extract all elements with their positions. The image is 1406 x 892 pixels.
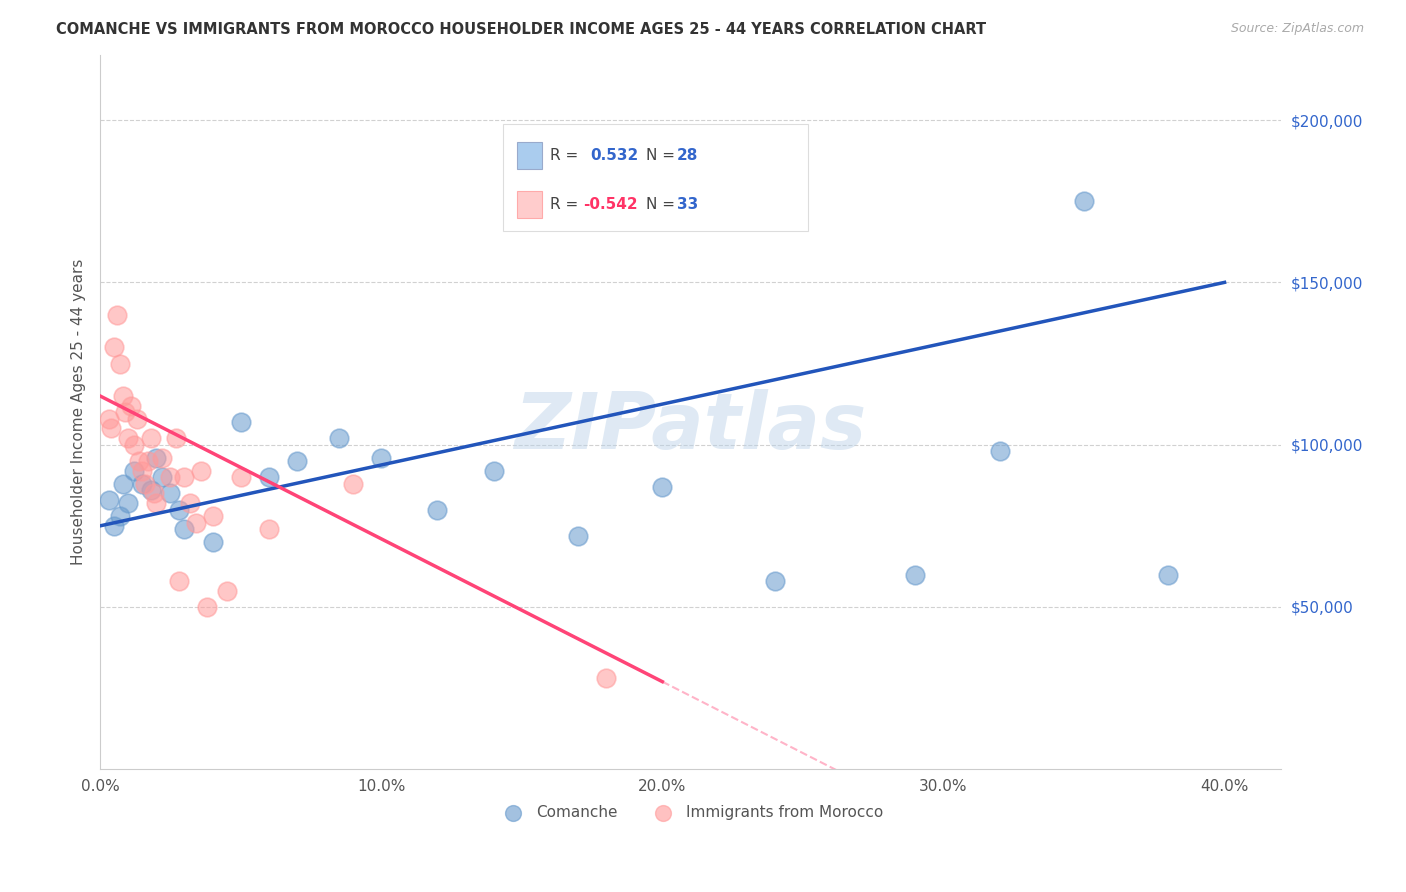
Text: N =: N = — [647, 148, 675, 163]
Text: -0.542: -0.542 — [583, 197, 637, 212]
Point — [167, 574, 190, 588]
Point — [482, 464, 505, 478]
Point — [136, 454, 159, 468]
Point — [97, 492, 120, 507]
Text: N =: N = — [647, 197, 675, 212]
Point — [215, 583, 238, 598]
Legend: Comanche, Immigrants from Morocco: Comanche, Immigrants from Morocco — [492, 798, 890, 826]
Point — [1073, 194, 1095, 209]
Point — [201, 509, 224, 524]
Point — [103, 340, 125, 354]
Point — [142, 486, 165, 500]
Point — [145, 496, 167, 510]
Point — [159, 470, 181, 484]
Point — [167, 502, 190, 516]
Point — [190, 464, 212, 478]
Point — [139, 483, 162, 497]
Text: Source: ZipAtlas.com: Source: ZipAtlas.com — [1230, 22, 1364, 36]
Point — [1157, 567, 1180, 582]
Point — [111, 476, 134, 491]
Point — [229, 415, 252, 429]
Point — [651, 480, 673, 494]
Point — [567, 528, 589, 542]
Y-axis label: Householder Income Ages 25 - 44 years: Householder Income Ages 25 - 44 years — [72, 259, 86, 566]
Point — [128, 454, 150, 468]
Point — [342, 476, 364, 491]
Point — [105, 308, 128, 322]
Point — [184, 516, 207, 530]
Point — [134, 476, 156, 491]
Point — [988, 444, 1011, 458]
Point — [117, 496, 139, 510]
Point — [285, 454, 308, 468]
Point — [125, 411, 148, 425]
Text: R =: R = — [551, 197, 579, 212]
Point — [100, 421, 122, 435]
Text: 28: 28 — [678, 148, 699, 163]
Text: 33: 33 — [678, 197, 699, 212]
Point — [117, 431, 139, 445]
Point — [179, 496, 201, 510]
Point — [150, 450, 173, 465]
Text: 0.532: 0.532 — [591, 148, 638, 163]
Point — [111, 389, 134, 403]
Point — [131, 464, 153, 478]
Point — [201, 535, 224, 549]
Point — [139, 431, 162, 445]
Text: ZIPatlas: ZIPatlas — [515, 389, 866, 465]
Point — [370, 450, 392, 465]
Point — [173, 522, 195, 536]
Text: R =: R = — [551, 148, 579, 163]
Point — [145, 450, 167, 465]
Point — [122, 464, 145, 478]
Point — [173, 470, 195, 484]
Point — [763, 574, 786, 588]
Point — [229, 470, 252, 484]
Point — [120, 399, 142, 413]
Point — [97, 411, 120, 425]
Point — [108, 509, 131, 524]
Point — [108, 357, 131, 371]
Point — [195, 599, 218, 614]
Point — [595, 672, 617, 686]
Point — [122, 438, 145, 452]
Point — [103, 519, 125, 533]
Point — [257, 522, 280, 536]
Point — [328, 431, 350, 445]
Point — [131, 476, 153, 491]
Point — [159, 486, 181, 500]
Point — [114, 405, 136, 419]
Text: COMANCHE VS IMMIGRANTS FROM MOROCCO HOUSEHOLDER INCOME AGES 25 - 44 YEARS CORREL: COMANCHE VS IMMIGRANTS FROM MOROCCO HOUS… — [56, 22, 987, 37]
Point — [257, 470, 280, 484]
Point — [150, 470, 173, 484]
Point — [426, 502, 449, 516]
Point — [904, 567, 927, 582]
Point — [165, 431, 187, 445]
